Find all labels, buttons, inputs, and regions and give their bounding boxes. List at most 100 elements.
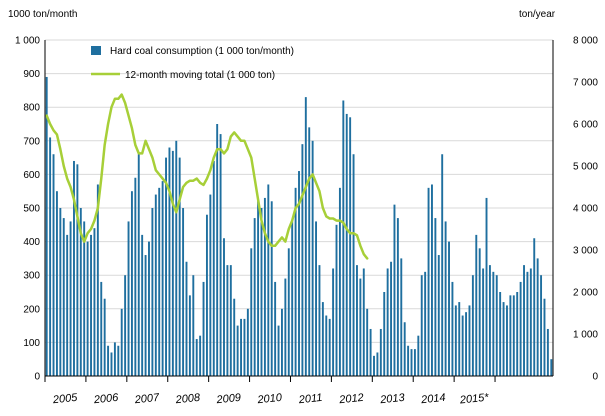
bar (246, 308, 249, 376)
bar (386, 268, 389, 376)
bar (502, 302, 505, 376)
bar (59, 208, 62, 376)
bar (413, 349, 416, 376)
bar (103, 298, 106, 376)
bar (454, 305, 457, 376)
bar (335, 224, 338, 376)
bar (359, 278, 362, 376)
bar (134, 177, 137, 376)
bar (352, 154, 355, 376)
bar (471, 275, 474, 376)
bar (96, 184, 99, 376)
x-tick-label: 2005 (51, 392, 78, 407)
bar (73, 160, 75, 376)
right-axis-ticks: 0 1 000 2 000 3 000 4 000 5 000 6 000 7 000 8 00… (573, 36, 598, 383)
bar (257, 201, 260, 376)
bar (182, 208, 185, 376)
bar (192, 275, 195, 376)
bar (100, 281, 103, 376)
bar (113, 342, 116, 376)
bar (400, 258, 403, 376)
bar (311, 140, 314, 376)
bar (301, 144, 304, 376)
bar (485, 197, 488, 376)
bar (294, 187, 297, 376)
bar (226, 265, 229, 376)
bar (356, 265, 358, 376)
bar (475, 234, 478, 376)
bar (369, 328, 372, 376)
bar (124, 275, 127, 376)
bar (127, 221, 130, 376)
bar (345, 113, 348, 377)
bar (492, 271, 495, 376)
x-tick-label: 2007 (133, 392, 160, 407)
bar (431, 184, 433, 376)
x-tick-label: 2011 (297, 392, 323, 407)
moving-total-series (45, 93, 369, 260)
bar (195, 339, 198, 376)
bar (437, 255, 440, 376)
bar (536, 258, 539, 376)
bar (219, 134, 222, 376)
bar (417, 335, 420, 376)
bar (130, 191, 133, 376)
left-tick-label: 300 (23, 271, 40, 282)
bar (270, 201, 273, 376)
bar (468, 305, 471, 376)
left-tick-label: 200 (23, 304, 40, 315)
bar (120, 308, 123, 376)
bar (550, 359, 553, 376)
bar (495, 275, 498, 376)
bar (154, 194, 157, 376)
bar (250, 248, 253, 376)
legend-swatch-bar (91, 46, 101, 55)
bar (407, 345, 410, 376)
bar (281, 308, 283, 376)
legend-label-line: 12-month moving total (1 000 ton) (125, 70, 275, 81)
bar (383, 292, 386, 376)
bar (291, 221, 294, 376)
bar (403, 322, 406, 376)
left-axis-ticks: 0 100 200 300 400 500 600 700 800 900 1 000 (15, 36, 40, 383)
bar (62, 218, 65, 376)
left-tick-label: 0 (34, 372, 40, 383)
bar (171, 150, 174, 376)
bar (93, 228, 96, 376)
bar (223, 238, 225, 376)
bar (161, 181, 164, 376)
bar (529, 268, 532, 376)
bar (76, 164, 79, 376)
bar-series (45, 76, 553, 377)
bar (342, 100, 345, 376)
bar (229, 265, 232, 376)
bar (205, 214, 208, 376)
x-tick-label: 2012 (338, 392, 365, 407)
bar (366, 308, 369, 376)
x-tick-label: 2013 (379, 392, 406, 407)
bar (376, 352, 379, 376)
bar (318, 265, 321, 376)
x-axis-ticks: 2005 2006 2007 2008 2009 2010 2011 2012 2013 2014… (51, 391, 490, 406)
bar (117, 345, 120, 376)
bar (424, 271, 427, 376)
bar (373, 355, 375, 376)
x-tick-label: 2010 (256, 392, 283, 407)
left-axis-unit: 1000 ton/month (8, 9, 78, 20)
x-tick-label: 2015* (458, 391, 490, 406)
bar (55, 191, 58, 376)
bar (512, 295, 515, 376)
bar (499, 292, 502, 376)
bar (274, 281, 277, 376)
bar (540, 275, 543, 376)
bar (284, 278, 287, 376)
left-tick-label: 100 (23, 338, 40, 349)
bar (298, 171, 300, 376)
bar (199, 335, 202, 376)
bar (148, 241, 150, 376)
x-tick-label: 2009 (215, 392, 242, 407)
left-tick-label: 1 000 (15, 36, 40, 47)
bar (379, 328, 382, 376)
bar (144, 255, 147, 376)
